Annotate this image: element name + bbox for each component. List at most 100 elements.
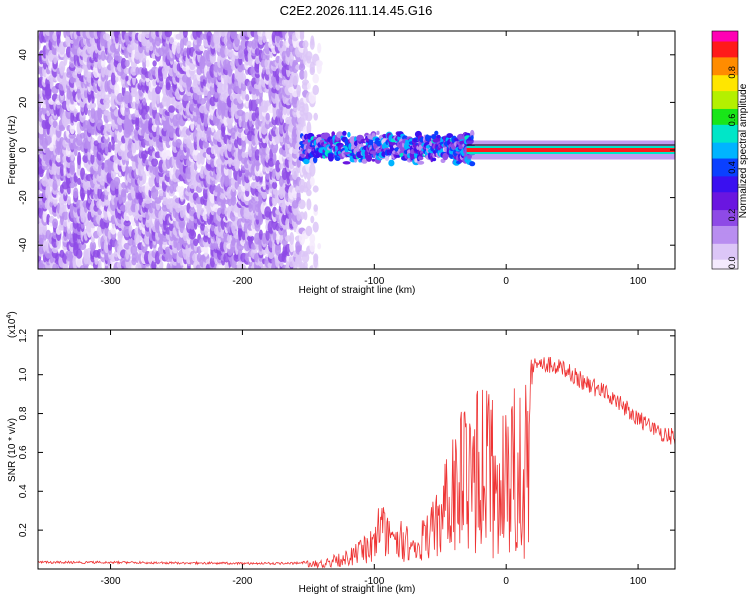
- colorbar-step: [712, 207, 738, 211]
- colorbar-step: [712, 148, 738, 151]
- spectrogram-cell: [121, 188, 127, 198]
- spectrogram-cell: [124, 59, 130, 67]
- colorbar-step: [712, 179, 738, 183]
- snr-panel: -300 -200 -100 0 100 0.2 0.4 0.6 0.8 1.0 1.2 Heig…: [6, 311, 676, 595]
- colorbar-step: [712, 62, 738, 66]
- spectrogram-cell: [302, 79, 309, 86]
- x-tick-label: 0: [503, 276, 509, 287]
- spectrogram-cell: [230, 188, 237, 198]
- snr-frame: [37, 329, 676, 570]
- colorbar-step: [712, 233, 738, 236]
- spectrogram-cells: [38, 31, 675, 269]
- colorbar-step: [712, 86, 738, 90]
- colorbar-step: [712, 138, 738, 141]
- spectrogram-cell: [228, 175, 232, 188]
- spectrogram-cell: [361, 158, 368, 164]
- colorbar-step: [712, 64, 738, 68]
- colorbar-label: Normalized spectral amplitude: [738, 83, 749, 218]
- spectrogram-cell: [278, 163, 285, 170]
- colorbar-step: [712, 243, 738, 246]
- snr-multiplier-exp: 4: [6, 315, 13, 319]
- spectrogram-cell: [45, 182, 51, 196]
- y-tick-label: -20: [18, 190, 29, 205]
- colorbar-step: [712, 205, 738, 209]
- colorbar-step: [712, 114, 738, 117]
- svg-text:(x104): (x104): [6, 311, 18, 338]
- colorbar-step: [712, 66, 738, 70]
- spectrogram-cell: [125, 159, 129, 166]
- colorbar-tick-label: 0.4: [727, 161, 737, 174]
- spectrogram-cell: [296, 189, 301, 204]
- spectrogram-cell: [299, 69, 305, 80]
- spectrogram-cell: [89, 102, 97, 109]
- colorbar-ticks: 0.0 0.2 0.4 0.6 0.8: [727, 66, 737, 269]
- colorbar-step: [712, 225, 738, 228]
- spectrogram-cell: [135, 252, 140, 264]
- spectrogram-cell: [313, 156, 318, 164]
- spectrogram-cell: [55, 154, 62, 163]
- spectrogram-cell: [142, 171, 147, 185]
- colorbar-step: [712, 82, 738, 86]
- colorbar-frame: [711, 30, 739, 270]
- spectrogram-cell: [83, 89, 89, 99]
- colorbar-step: [712, 84, 738, 88]
- spectrogram-cell: [446, 133, 454, 139]
- spectrogram-cell: [299, 211, 305, 220]
- colorbar-step: [712, 34, 738, 38]
- spectrogram-x-ticks: -300 -200 -100 0 100: [101, 31, 647, 287]
- spectrogram-cell: [470, 135, 474, 141]
- spectrogram-cell: [306, 189, 312, 197]
- spectrogram-cell: [69, 121, 76, 135]
- spectrogram-cell: [315, 60, 323, 67]
- spectrogram-cell: [186, 40, 192, 48]
- colorbar-step: [712, 217, 738, 221]
- spectrogram-cell: [313, 253, 319, 262]
- colorbar-step: [712, 183, 738, 187]
- spectrogram-cell: [306, 121, 312, 135]
- spectrogram-cell: [76, 222, 82, 232]
- colorbar-step: [712, 70, 738, 74]
- spectrogram-cell: [49, 142, 55, 152]
- y-tick-label: 1.0: [18, 367, 29, 381]
- colorbar-step: [712, 181, 738, 185]
- colorbar-tick-label: 0.6: [727, 114, 737, 127]
- colorbar: 0.0 0.2 0.4 0.6 0.8 Normalized spectral ampl…: [711, 30, 749, 270]
- spectrogram-cell: [114, 83, 120, 97]
- spectrogram-cell: [155, 91, 161, 104]
- spectrogram-cell: [238, 45, 243, 59]
- colorbar-step: [712, 259, 738, 262]
- colorbar-step: [712, 80, 738, 84]
- colorbar-step: [712, 92, 738, 96]
- x-tick-label: 100: [630, 576, 647, 587]
- colorbar-step: [712, 110, 738, 113]
- spectrogram-cell: [77, 177, 82, 185]
- colorbar-step: [712, 90, 738, 94]
- colorbar-step: [712, 58, 738, 62]
- y-tick-label: 0.4: [18, 484, 29, 498]
- colorbar-step: [712, 150, 738, 153]
- x-tick-label: -300: [101, 576, 121, 587]
- spectrogram-cell: [159, 260, 164, 269]
- colorbar-step: [712, 223, 738, 226]
- colorbar-step: [712, 36, 738, 40]
- spectrogram-cell: [110, 71, 116, 86]
- spectrogram-cell: [97, 259, 102, 269]
- y-tick-label: 0: [18, 147, 29, 153]
- colorbar-step: [712, 50, 738, 54]
- y-tick-label: 20: [18, 96, 29, 108]
- spectrogram-cell: [241, 151, 246, 158]
- spectrogram-cell: [303, 261, 308, 269]
- spectrogram-cell: [296, 210, 301, 222]
- colorbar-step: [712, 255, 738, 258]
- spectrogram-cell: [52, 246, 59, 254]
- spectrogram-cell: [431, 134, 437, 140]
- spectrogram-cell: [265, 67, 270, 75]
- spectrogram-cell: [303, 70, 308, 80]
- spectrogram-cell: [470, 129, 475, 138]
- spectrogram-cell: [317, 243, 322, 250]
- colorbar-step: [712, 253, 738, 256]
- spectrogram-cell: [299, 31, 305, 40]
- x-tick-label: -300: [101, 276, 121, 287]
- spectrogram-cell: [73, 187, 79, 199]
- spectrogram-cell: [63, 219, 68, 227]
